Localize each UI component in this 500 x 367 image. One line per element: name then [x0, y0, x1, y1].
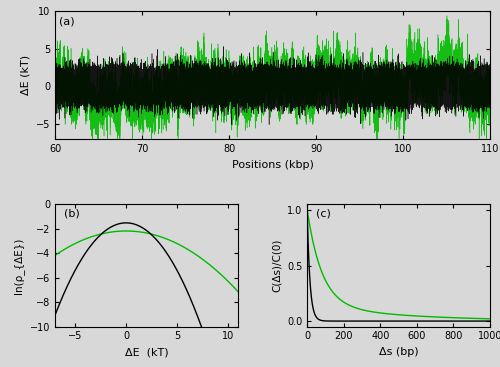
Y-axis label: ln(ρ_{ΔE}): ln(ρ_{ΔE}) — [14, 237, 24, 294]
Text: (b): (b) — [64, 208, 80, 218]
X-axis label: ΔE  (kT): ΔE (kT) — [124, 347, 168, 357]
Y-axis label: C(Δs)/C(0): C(Δs)/C(0) — [272, 239, 281, 292]
Text: (a): (a) — [60, 16, 75, 26]
Text: (c): (c) — [316, 208, 331, 218]
Y-axis label: ΔE (kT): ΔE (kT) — [20, 55, 30, 95]
X-axis label: Δs (bp): Δs (bp) — [379, 347, 418, 357]
X-axis label: Positions (kbp): Positions (kbp) — [232, 160, 314, 170]
